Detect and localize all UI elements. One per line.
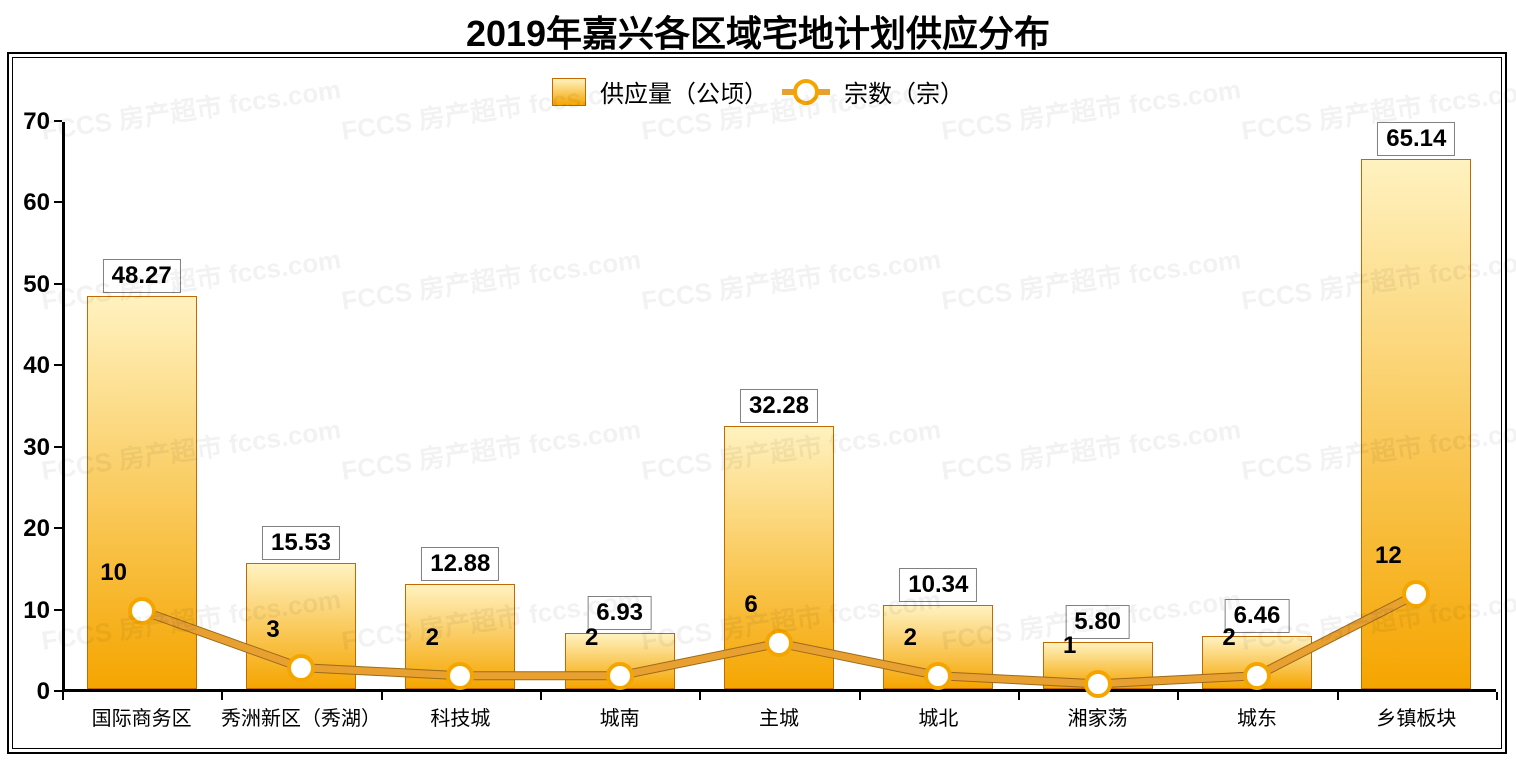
line-marker	[287, 654, 315, 682]
x-tick-label: 湘家荡	[1068, 702, 1128, 731]
x-tick-label: 城东	[1237, 702, 1277, 731]
line-marker	[765, 629, 793, 657]
legend: 供应量（公顷） 宗数（宗）	[552, 74, 964, 109]
line-value-label: 2	[904, 624, 917, 652]
y-tick	[54, 120, 62, 122]
legend-line-label: 宗数（宗）	[844, 74, 964, 109]
x-tick	[1018, 692, 1020, 700]
line-value-label: 12	[1375, 542, 1402, 570]
y-tick	[54, 201, 62, 203]
y-tick-label: 50	[23, 271, 50, 299]
y-tick	[54, 690, 62, 692]
y-tick-label: 40	[23, 352, 50, 380]
y-tick	[54, 283, 62, 285]
legend-line-marker	[793, 79, 819, 105]
x-tick-label: 主城	[759, 702, 799, 731]
legend-bar-label: 供应量（公顷）	[600, 74, 768, 109]
x-tick-label: 科技城	[430, 702, 490, 731]
line-marker	[128, 597, 156, 625]
y-tick	[54, 527, 62, 529]
y-tick-label: 70	[23, 108, 50, 136]
chart-title: 2019年嘉兴各区域宅地计划供应分布	[0, 5, 1516, 57]
y-tick	[54, 446, 62, 448]
legend-line-icon	[782, 78, 830, 106]
y-tick	[54, 609, 62, 611]
x-tick	[540, 692, 542, 700]
x-tick	[221, 692, 223, 700]
x-tick-label: 城北	[918, 702, 958, 731]
x-tick	[859, 692, 861, 700]
line-series	[62, 122, 1496, 692]
line-marker	[1084, 670, 1112, 698]
line-value-label: 2	[1222, 624, 1235, 652]
line-value-label: 2	[585, 624, 598, 652]
y-tick-label: 30	[23, 434, 50, 462]
line-value-label: 2	[426, 624, 439, 652]
x-tick	[1177, 692, 1179, 700]
x-tick-label: 国际商务区	[92, 702, 192, 731]
x-tick	[381, 692, 383, 700]
legend-bar-icon	[552, 78, 586, 106]
x-tick	[62, 692, 64, 700]
line-marker	[1243, 662, 1271, 690]
y-tick-label: 20	[23, 515, 50, 543]
x-tick-label: 秀洲新区（秀湖）	[221, 702, 381, 731]
line-value-label: 6	[744, 591, 757, 619]
x-tick-label: 城南	[600, 702, 640, 731]
line-value-label: 3	[266, 616, 279, 644]
y-tick	[54, 364, 62, 366]
line-marker	[446, 662, 474, 690]
line-marker	[606, 662, 634, 690]
line-marker	[1402, 580, 1430, 608]
x-tick-label: 乡镇板块	[1376, 702, 1456, 731]
line-value-label: 1	[1063, 632, 1076, 660]
y-tick-label: 10	[23, 597, 50, 625]
x-tick	[1496, 692, 1498, 700]
y-tick-label: 60	[23, 189, 50, 217]
x-tick	[699, 692, 701, 700]
x-tick	[1337, 692, 1339, 700]
plot-area: 010203040506070国际商务区秀洲新区（秀湖）科技城城南主城城北湘家荡…	[62, 122, 1496, 692]
y-tick-label: 0	[37, 678, 50, 706]
line-value-label: 10	[100, 559, 127, 587]
line-marker	[924, 662, 952, 690]
